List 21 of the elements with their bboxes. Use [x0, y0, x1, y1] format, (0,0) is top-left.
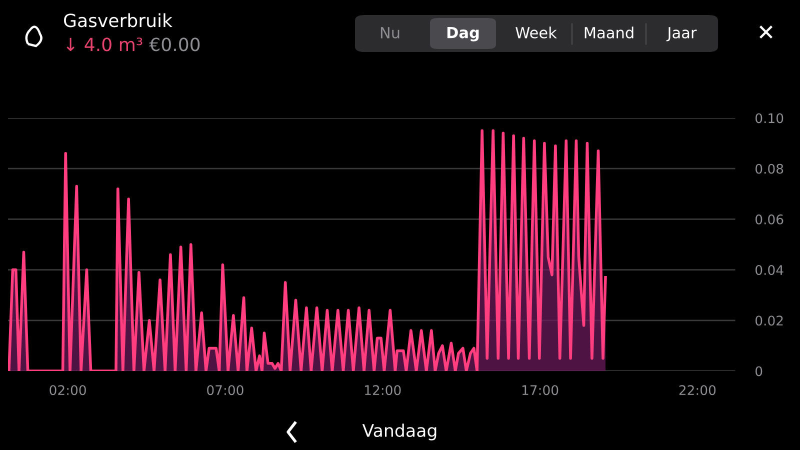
y-tick-label: 0.02 — [756, 316, 783, 326]
text: Vandaag — [362, 424, 436, 440]
text: Nu — [380, 27, 400, 38]
x-tick-label: 17:00 — [522, 385, 558, 396]
x-tick-label: 02:00 — [50, 385, 86, 396]
chart-subtitle: ↓ 4.0 m³ — [66, 38, 142, 52]
text: Dag — [447, 26, 479, 42]
text: Week — [516, 26, 557, 38]
chart-title: Gasverbruik — [64, 13, 172, 28]
y-tick-label: 0.08 — [756, 164, 784, 174]
y-tick-label: 0.06 — [756, 214, 784, 224]
text: Jaar — [666, 27, 697, 42]
x-tick-label: 07:00 — [207, 385, 244, 396]
y-tick-label: 0 — [756, 366, 762, 376]
text: €0.00 — [149, 38, 200, 52]
y-tick-label: 0.04 — [756, 265, 784, 275]
text: Maand — [584, 26, 634, 38]
x-tick-label: 22:00 — [679, 385, 716, 396]
x-tick-label: 12:00 — [365, 385, 401, 396]
y-tick-label: 0.10 — [756, 113, 784, 124]
text: ✕ — [760, 26, 772, 39]
